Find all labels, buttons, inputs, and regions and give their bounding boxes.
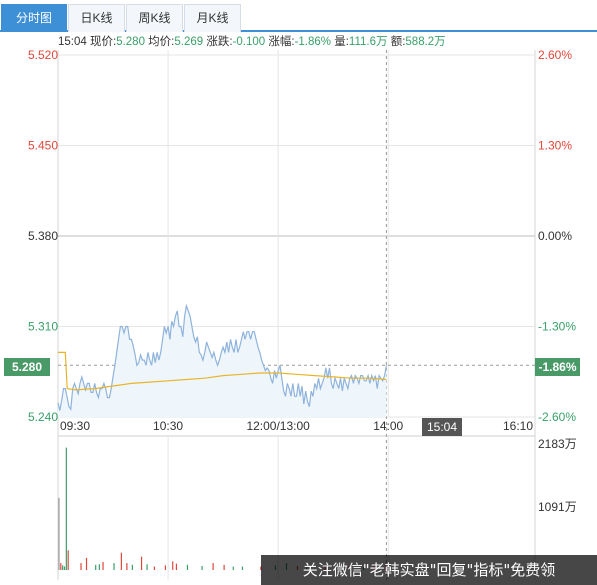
volume-bars <box>58 447 387 570</box>
info-pct-label: 涨幅: <box>268 36 295 48</box>
y-left-tick-label: 5.450 <box>28 139 58 153</box>
x-tick-label: 10:30 <box>153 419 183 433</box>
y-right-tick-label: 0.00% <box>538 229 572 243</box>
volume-tick-label: 2183万 <box>538 437 577 451</box>
info-avg-label: 均价: <box>148 36 175 48</box>
axis-labels: 5.520 2.60% 5.450 1.30% 5.380 0.00% 5.310 -1.30… <box>28 48 577 514</box>
tab-intraday[interactable]: 分时图 <box>1 4 67 32</box>
y-left-tick-label: 5.380 <box>28 229 58 243</box>
info-price: 5.280 <box>116 36 145 48</box>
info-change: -0.100 <box>232 36 266 48</box>
chart-tabs: 分时图 日K线 周K线 月K线 <box>0 0 597 32</box>
current-pct-tag: -1.86% <box>535 358 580 376</box>
x-tick-label: 12:00/13:00 <box>246 419 310 433</box>
y-right-tick-label: -2.60% <box>538 410 576 424</box>
info-time: 15:04 <box>58 36 87 48</box>
tab-monthly-kline[interactable]: 月K线 <box>184 4 241 32</box>
y-right-tick-label: -1.30% <box>538 320 576 334</box>
current-price-tag: 5.280 <box>4 358 50 376</box>
info-price-label: 现价: <box>89 36 117 48</box>
current-time-tag: 15:04 <box>422 418 462 436</box>
tab-weekly-kline[interactable]: 周K线 <box>126 4 183 32</box>
info-pct: -1.86% <box>294 36 332 48</box>
y-right-tick-label: 2.60% <box>538 48 572 62</box>
price-area-fill <box>58 305 387 417</box>
info-change-label: 涨跌: <box>206 36 233 48</box>
x-tick-label: 16:10 <box>503 419 533 433</box>
chart-lines <box>57 303 387 411</box>
info-avg: 5.269 <box>174 36 204 48</box>
x-tick-label: 09:30 <box>60 419 90 433</box>
grid-lines <box>57 50 536 580</box>
volume-tick-label: 1091万 <box>538 500 577 514</box>
x-tick-label: 14:00 <box>373 419 403 433</box>
info-amt: 588.2万 <box>405 36 446 48</box>
info-vol-label: 量: <box>334 36 349 48</box>
y-left-tick-label: 5.240 <box>28 410 58 424</box>
y-left-tick-label: 5.310 <box>28 320 58 334</box>
price-area <box>58 305 387 417</box>
price-line <box>57 303 387 411</box>
watermark-banner: 关注微信"老韩实盘"回复"指标"免费领 <box>261 555 597 585</box>
y-right-tick-label: 1.30% <box>538 139 572 153</box>
average-price-line <box>58 351 387 391</box>
tab-daily-kline[interactable]: 日K线 <box>68 4 125 32</box>
info-vol: 111.6万 <box>348 36 388 48</box>
y-left-tick-label: 5.520 <box>28 48 58 62</box>
info-amt-label: 额: <box>390 36 406 48</box>
quote-info-bar: 15:04 现价:5.280 均价:5.269 涨跌:-0.100 涨幅:-1.… <box>58 34 446 50</box>
